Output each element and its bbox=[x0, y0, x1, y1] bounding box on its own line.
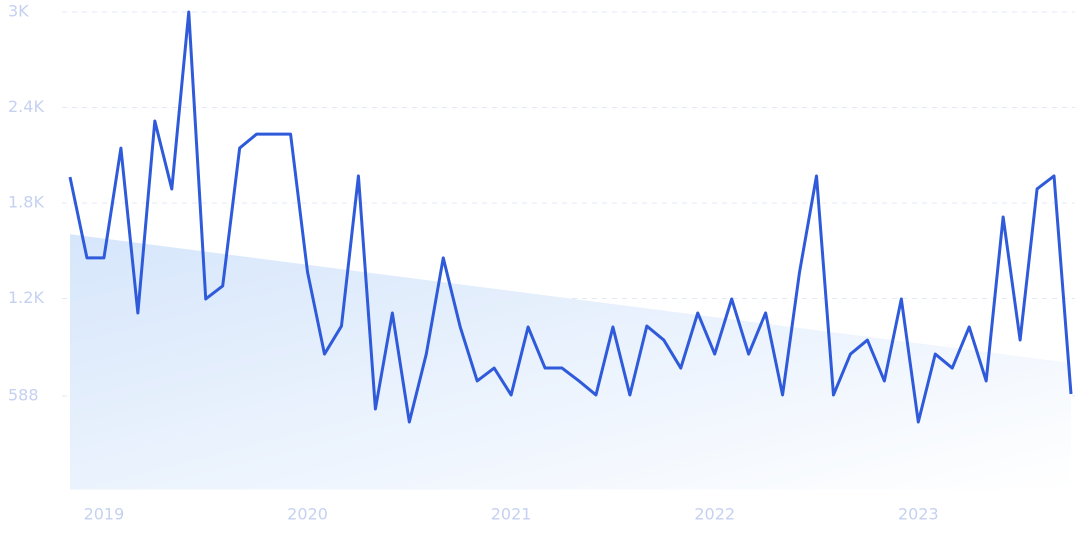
x-tick-label: 2020 bbox=[287, 505, 328, 524]
trend-area bbox=[70, 234, 1071, 490]
x-tick-label: 2022 bbox=[694, 505, 735, 524]
y-tick-label: 588 bbox=[8, 385, 39, 404]
x-tick-label: 2019 bbox=[84, 505, 125, 524]
x-tick-label: 2023 bbox=[898, 505, 939, 524]
y-tick-label: 3K bbox=[8, 2, 29, 21]
x-tick-label: 2021 bbox=[491, 505, 532, 524]
y-tick-label: 1.2K bbox=[8, 288, 44, 307]
y-tick-label: 1.8K bbox=[8, 193, 44, 212]
line bbox=[68, 10, 1073, 424]
y-tick-label: 2.4K bbox=[8, 97, 44, 116]
